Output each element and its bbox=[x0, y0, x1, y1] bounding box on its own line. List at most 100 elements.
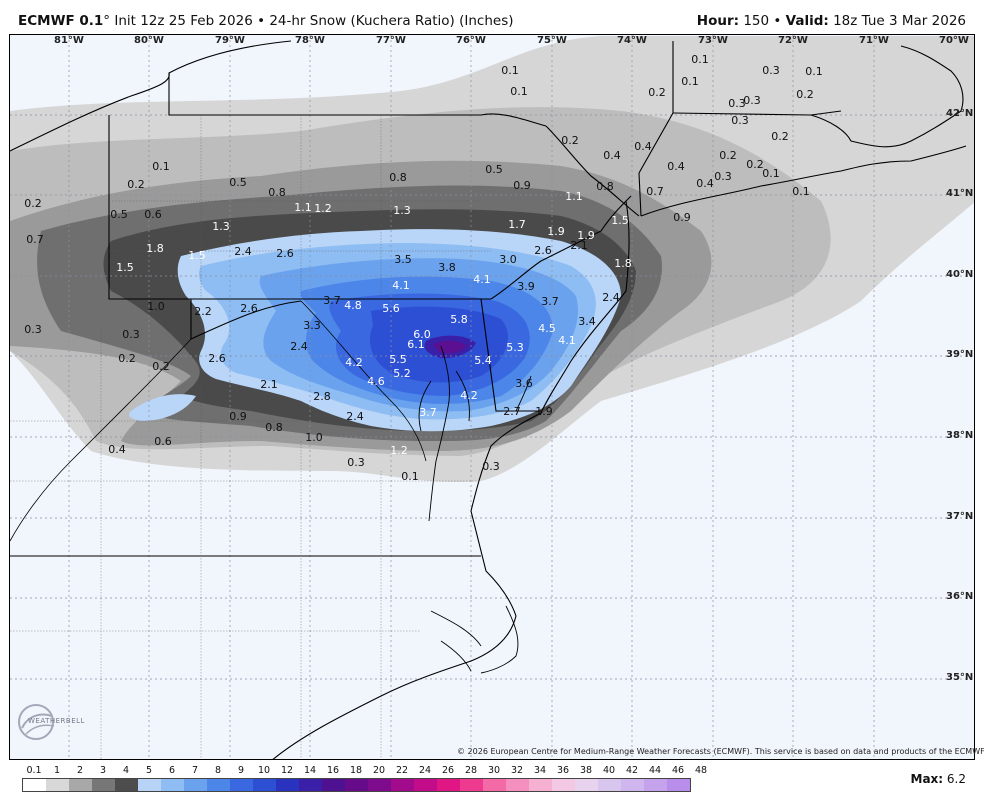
longitude-label: 75°W bbox=[537, 35, 567, 46]
longitude-label: 77°W bbox=[376, 35, 406, 46]
snow-amount-label: 4.1 bbox=[392, 279, 410, 292]
model-name: ECMWF 0.1 bbox=[18, 13, 104, 29]
snow-amount-label: 0.1 bbox=[401, 470, 419, 483]
legend-swatch bbox=[460, 779, 483, 791]
snow-amount-label: 1.5 bbox=[116, 261, 134, 274]
legend-label: 26 bbox=[441, 765, 455, 776]
pamlico-sound bbox=[430, 610, 482, 672]
legend-swatch bbox=[184, 779, 207, 791]
snow-amount-label: 0.8 bbox=[389, 171, 407, 184]
max-label: Max: bbox=[910, 772, 944, 786]
snow-amount-label: 0.1 bbox=[805, 65, 823, 78]
snow-amount-label: 2.6 bbox=[208, 352, 226, 365]
map-canvas: 0.10.10.10.10.3 0.10.20.30.3 0.20.30.20.2 0… bbox=[10, 35, 974, 759]
snow-amount-label: 1.9 bbox=[547, 225, 565, 238]
ny-pa-border bbox=[108, 115, 491, 300]
legend-swatch bbox=[138, 779, 161, 791]
snow-amount-label: 0.1 bbox=[501, 64, 519, 77]
hour-label: Hour: bbox=[696, 13, 740, 29]
longitude-label: 73°W bbox=[698, 35, 728, 46]
longitude-label: 79°W bbox=[215, 35, 245, 46]
legend-swatch bbox=[483, 779, 506, 791]
copyright: © 2026 European Centre for Medium-Range … bbox=[457, 747, 984, 756]
snow-amount-label: 3.9 bbox=[517, 280, 535, 293]
snow-amount-label: 3.8 bbox=[438, 261, 456, 274]
snow-amount-label: 1.2 bbox=[390, 444, 408, 457]
snow-amount-label: 2.2 bbox=[194, 305, 212, 318]
snow-amount-label: 4.8 bbox=[344, 299, 362, 312]
snow-amount-label: 2.4 bbox=[602, 291, 620, 304]
legend-swatch bbox=[552, 779, 575, 791]
snow-amount-label: 0.8 bbox=[265, 421, 283, 434]
snow-amount-label: 5.4 bbox=[474, 354, 492, 367]
legend-label: 1 bbox=[53, 765, 61, 776]
legend-swatch bbox=[92, 779, 115, 791]
legend-swatch bbox=[575, 779, 598, 791]
snow-amount-label: 5.8 bbox=[450, 313, 468, 326]
snow-amount-label: 3.7 bbox=[419, 406, 437, 419]
snow-amount-label: 0.2 bbox=[771, 130, 789, 143]
latitude-label: 39°N bbox=[946, 349, 974, 360]
legend-label: 22 bbox=[395, 765, 409, 776]
snow-amount-label: 2.6 bbox=[276, 247, 294, 260]
legend-label: 5 bbox=[145, 765, 153, 776]
md-border bbox=[190, 299, 302, 340]
legend-swatch bbox=[437, 779, 460, 791]
legend-label: 10 bbox=[257, 765, 271, 776]
legend-swatch bbox=[46, 779, 69, 791]
legend-swatch bbox=[506, 779, 529, 791]
legend-label: 0.1 bbox=[26, 765, 42, 776]
delaware-bay bbox=[515, 375, 532, 412]
legend-label: 2 bbox=[76, 765, 84, 776]
legend-label: 24 bbox=[418, 765, 432, 776]
legend-label: 6 bbox=[168, 765, 176, 776]
legend-label: 14 bbox=[303, 765, 317, 776]
snow-amount-label: 1.3 bbox=[212, 220, 230, 233]
snow-amount-label: 6.0 bbox=[413, 328, 431, 341]
snow-amount-label: 1.1 bbox=[565, 190, 583, 203]
snow-amount-label: 0.2 bbox=[719, 149, 737, 162]
legend-label: 34 bbox=[533, 765, 547, 776]
valid-value: 18z Tue 3 Mar 2026 bbox=[833, 13, 966, 29]
snow-amount-label: 2.4 bbox=[234, 245, 252, 258]
snow-amount-label: 0.1 bbox=[681, 75, 699, 88]
snow-amount-label: 0.2 bbox=[24, 197, 42, 210]
latitude-label: 37°N bbox=[946, 511, 974, 522]
legend-swatch bbox=[621, 779, 644, 791]
valid-info: Hour: 150 • Valid: 18z Tue 3 Mar 2026 bbox=[696, 13, 966, 29]
snow-amount-label: 1.5 bbox=[611, 214, 629, 227]
snow-amount-label: 0.2 bbox=[746, 158, 764, 171]
snow-amount-label: 3.6 bbox=[515, 377, 533, 390]
snow-amount-label: 1.8 bbox=[614, 257, 632, 270]
latitude-label: 36°N bbox=[946, 591, 974, 602]
snow-amount-label: 0.4 bbox=[108, 443, 126, 456]
snow-amount-label: 0.5 bbox=[229, 176, 247, 189]
ne-coast bbox=[810, 45, 964, 148]
longitude-label: 80°W bbox=[134, 35, 164, 46]
legend-label: 4 bbox=[122, 765, 130, 776]
lake-erie-shore bbox=[10, 40, 292, 152]
legend-swatch bbox=[207, 779, 230, 791]
snow-amount-label: 0.5 bbox=[485, 163, 503, 176]
title: ECMWF 0.1° Init 12z 25 Feb 2026 • 24-hr … bbox=[18, 13, 514, 29]
snow-amount-label: 1.8 bbox=[146, 242, 164, 255]
snow-amount-label: 4.5 bbox=[538, 322, 556, 335]
latitude-label: 35°N bbox=[946, 672, 974, 683]
longitude-label: 70°W bbox=[939, 35, 969, 46]
legend-label: 40 bbox=[602, 765, 616, 776]
legend-label: 20 bbox=[372, 765, 386, 776]
legend-swatch bbox=[391, 779, 414, 791]
lake-ontario-shore bbox=[168, 73, 547, 127]
legend-label: 46 bbox=[671, 765, 685, 776]
snowfall-map[interactable]: 0.1 0.1 0.1 0.1 0.3 0.1 0.2 0.3 0.3 0.2 0.3 0.2 0.2 0… bbox=[9, 34, 975, 760]
legend-swatch bbox=[598, 779, 621, 791]
snow-amount-label: 1.7 bbox=[508, 218, 526, 231]
chesapeake-bay bbox=[418, 345, 470, 522]
snow-amount-label: 3.0 bbox=[499, 253, 517, 266]
snow-amount-label: 6.1 bbox=[407, 338, 425, 351]
snow-amount-label: 2.8 bbox=[313, 390, 331, 403]
snow-amount-label: 0.1 bbox=[691, 53, 709, 66]
snow-amount-label: 2.7 bbox=[503, 405, 521, 418]
snow-amount-label: 1.2 bbox=[314, 202, 332, 215]
legend-swatch bbox=[414, 779, 437, 791]
